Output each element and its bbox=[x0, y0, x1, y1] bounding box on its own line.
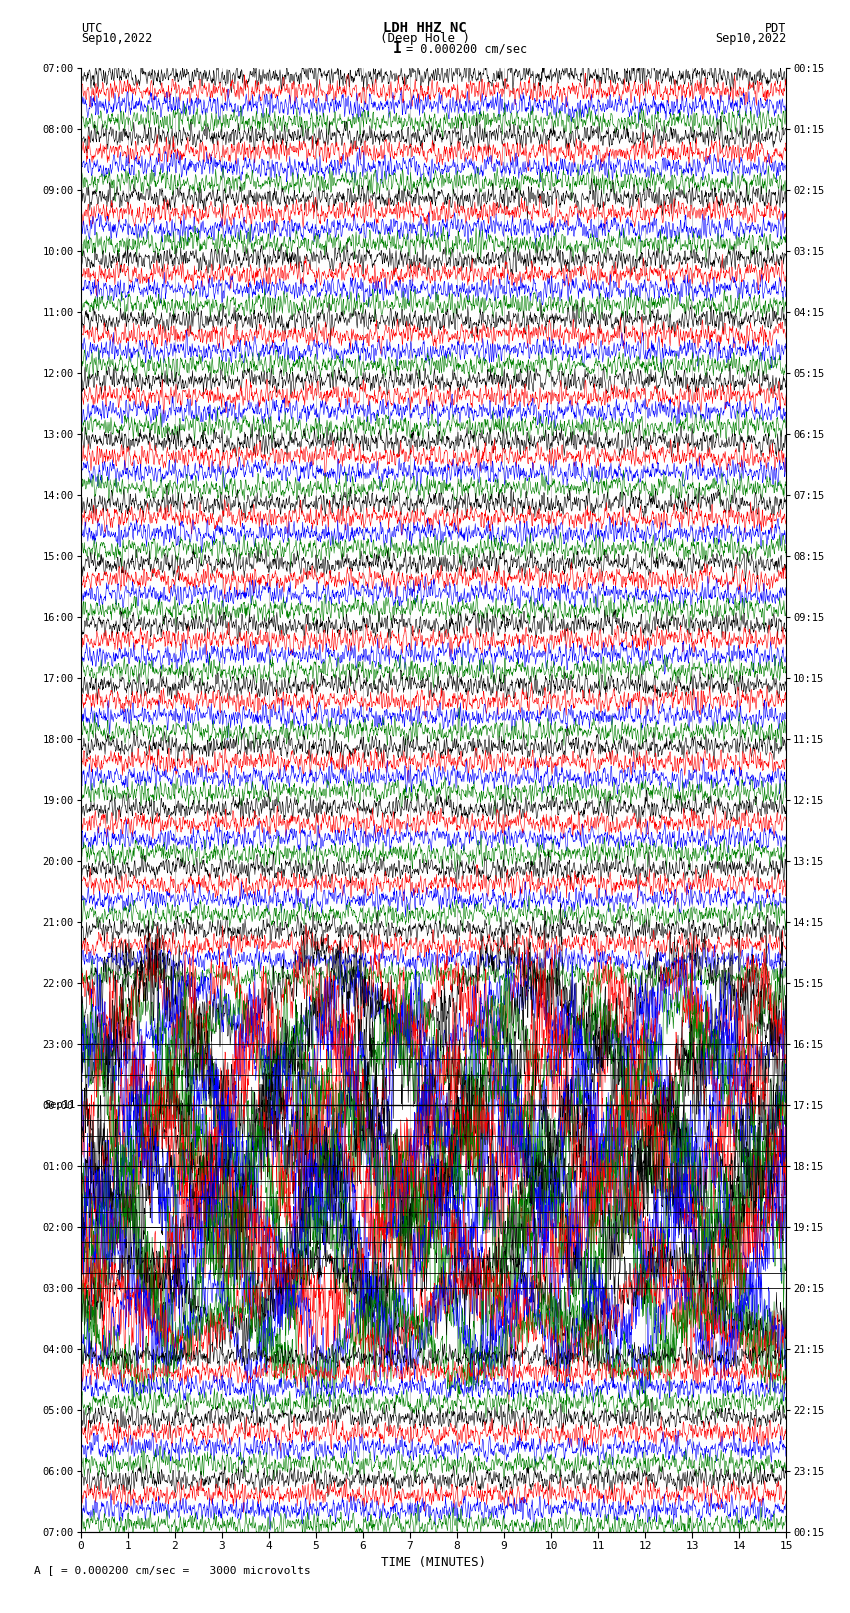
Text: = 0.000200 cm/sec: = 0.000200 cm/sec bbox=[406, 42, 527, 56]
Text: A [ = 0.000200 cm/sec =   3000 microvolts: A [ = 0.000200 cm/sec = 3000 microvolts bbox=[34, 1565, 311, 1574]
Text: Sep10,2022: Sep10,2022 bbox=[81, 32, 152, 45]
Text: PDT: PDT bbox=[765, 21, 786, 35]
Text: I: I bbox=[394, 40, 402, 56]
X-axis label: TIME (MINUTES): TIME (MINUTES) bbox=[381, 1557, 486, 1569]
Text: Sep11: Sep11 bbox=[44, 1100, 76, 1110]
Text: LDH HHZ NC: LDH HHZ NC bbox=[383, 21, 467, 35]
Text: Sep10,2022: Sep10,2022 bbox=[715, 32, 786, 45]
Text: (Deep Hole ): (Deep Hole ) bbox=[380, 32, 470, 45]
Text: UTC: UTC bbox=[81, 21, 102, 35]
